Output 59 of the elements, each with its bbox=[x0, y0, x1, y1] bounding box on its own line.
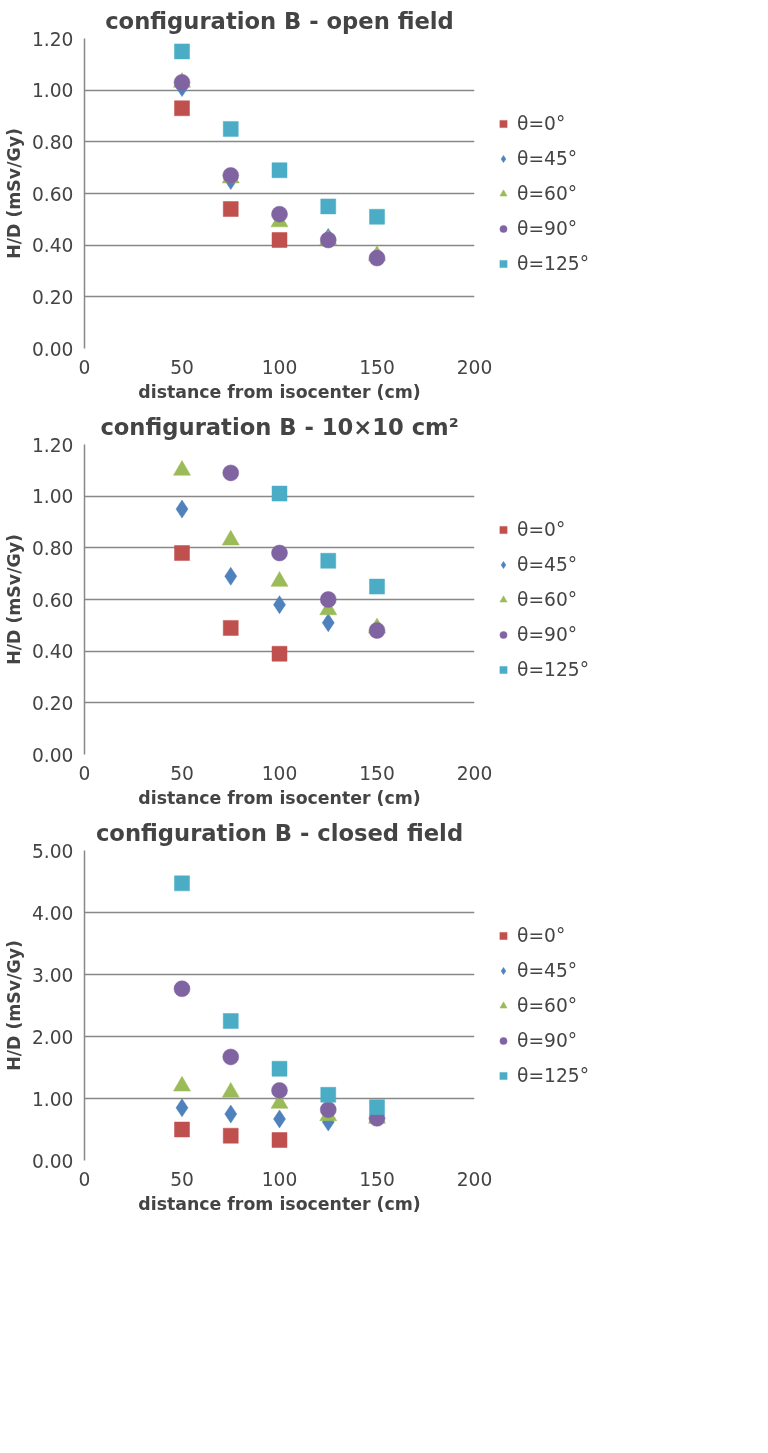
y-tick-label: 0.40 bbox=[31, 641, 74, 663]
legend-label: θ=0° bbox=[517, 924, 566, 946]
x-tick-label: 200 bbox=[456, 762, 493, 784]
x-tick-label: 0 bbox=[78, 356, 91, 378]
x-axis-title: distance from isocenter (cm) bbox=[138, 1193, 421, 1214]
y-tick-label: 0.80 bbox=[31, 131, 74, 153]
x-axis-title: distance from isocenter (cm) bbox=[138, 381, 421, 402]
y-axis-title: H/D (mSv/Gy) bbox=[3, 128, 24, 259]
y-tick-label: 1.00 bbox=[31, 80, 74, 102]
y-tick-label: 4.00 bbox=[31, 902, 74, 924]
x-tick-label: 50 bbox=[170, 762, 194, 784]
legend-label: θ=90° bbox=[517, 1029, 578, 1051]
y-tick-label: 0.20 bbox=[31, 286, 74, 308]
y-tick-label: 0.20 bbox=[31, 692, 74, 714]
legend-label: θ=125° bbox=[517, 658, 589, 680]
y-tick-label: 1.00 bbox=[31, 486, 74, 508]
legend-label: θ=45° bbox=[517, 959, 578, 981]
y-axis-title: H/D (mSv/Gy) bbox=[3, 534, 24, 665]
legend-label: θ=90° bbox=[517, 217, 578, 239]
y-tick-label: 0.00 bbox=[31, 1150, 74, 1172]
legend-label: θ=60° bbox=[517, 994, 578, 1016]
y-tick-label: 0.40 bbox=[31, 235, 74, 257]
x-tick-label: 100 bbox=[261, 1168, 298, 1190]
legend-label: θ=45° bbox=[517, 147, 578, 169]
y-tick-label: 1.00 bbox=[31, 1088, 74, 1110]
x-axis-title: distance from isocenter (cm) bbox=[138, 787, 421, 808]
y-tick-label: 0.60 bbox=[31, 183, 74, 205]
y-axis-title: H/D (mSv/Gy) bbox=[3, 940, 24, 1071]
chart-title: configuration B - 10×10 cm² bbox=[100, 413, 459, 440]
x-tick-label: 0 bbox=[78, 762, 91, 784]
x-tick-label: 150 bbox=[359, 356, 395, 378]
y-tick-label: 1.20 bbox=[31, 434, 74, 456]
x-tick-label: 200 bbox=[456, 356, 493, 378]
y-tick-label: 0.60 bbox=[31, 589, 74, 611]
x-tick-label: 200 bbox=[456, 1168, 493, 1190]
legend-label: θ=0° bbox=[517, 518, 566, 540]
y-tick-label: 5.00 bbox=[31, 840, 74, 862]
legend-label: θ=90° bbox=[517, 623, 578, 645]
x-tick-label: 100 bbox=[261, 762, 298, 784]
x-tick-label: 50 bbox=[170, 356, 194, 378]
legend-label: θ=0° bbox=[517, 112, 566, 134]
legend-label: θ=45° bbox=[517, 553, 578, 575]
y-tick-label: 0.00 bbox=[31, 338, 74, 360]
y-tick-label: 0.00 bbox=[31, 744, 74, 766]
x-tick-label: 150 bbox=[359, 762, 395, 784]
x-tick-label: 0 bbox=[78, 1168, 91, 1190]
y-tick-label: 0.80 bbox=[31, 537, 74, 559]
legend-label: θ=60° bbox=[517, 182, 578, 204]
legend-label: θ=125° bbox=[517, 252, 589, 274]
chart-title: configuration B - closed field bbox=[95, 819, 464, 846]
chart-title: configuration B - open field bbox=[105, 7, 454, 34]
y-tick-label: 1.20 bbox=[31, 28, 74, 50]
y-tick-label: 2.00 bbox=[31, 1026, 74, 1048]
y-tick-label: 3.00 bbox=[31, 964, 74, 986]
x-tick-label: 50 bbox=[170, 1168, 194, 1190]
legend-label: θ=60° bbox=[517, 588, 578, 610]
x-tick-label: 100 bbox=[261, 356, 298, 378]
legend-label: θ=125° bbox=[517, 1064, 589, 1086]
x-tick-label: 150 bbox=[359, 1168, 395, 1190]
